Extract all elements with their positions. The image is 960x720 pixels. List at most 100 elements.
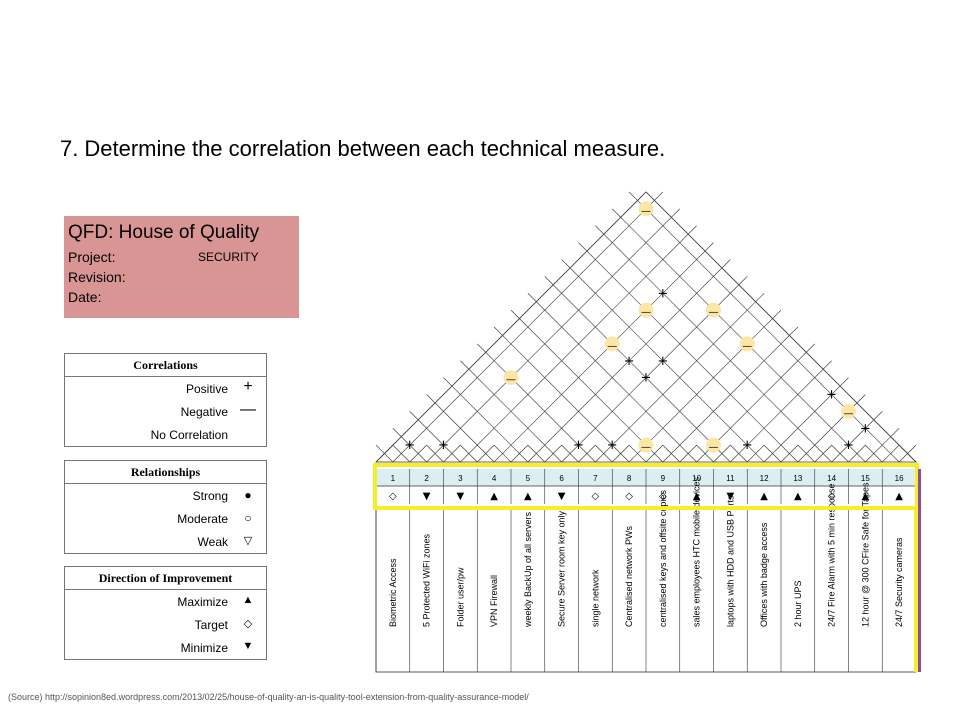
triangle-up-icon: ▲ [242, 594, 254, 606]
negative-label: Negative [180, 405, 228, 419]
measure-label: single network [590, 569, 600, 627]
negative-correlation-highlight [706, 437, 721, 453]
open-triangle-down-icon: ▽ [243, 535, 253, 547]
roof-gridline [578, 242, 799, 463]
negative-correlation-highlight [604, 336, 620, 352]
roof-gridline [392, 428, 427, 463]
legend-row-positive: Positive + [65, 377, 266, 400]
column-number: 2 [424, 474, 429, 483]
measure-label: Biometric Access [388, 558, 398, 627]
column-number: 16 [895, 474, 904, 483]
qfd-title: QFD: House of Quality [68, 222, 260, 243]
measure-label: weekly BackUp of all servers [523, 511, 533, 628]
legend-row-negative: Negative — [65, 400, 266, 423]
weak-label: Weak [197, 535, 228, 549]
negative-correlation-symbol: — [607, 341, 617, 352]
measure-label: 2 hour UPS [793, 580, 803, 627]
measure-label: Centralised network PWs [624, 525, 634, 627]
positive-correlation-symbol: + [404, 438, 415, 453]
relationships-title: Relationships [65, 461, 266, 484]
legend-row-moderate: Moderate ○ [65, 507, 266, 530]
negative-correlation-symbol: — [641, 206, 651, 217]
measure-label: 24/7 Fire Alarm with 5 min response [827, 483, 837, 627]
positive-correlation-symbol: + [860, 421, 871, 436]
correlations-title: Correlations [65, 354, 266, 377]
positive-correlation-symbol: + [843, 438, 854, 453]
heading-number: 7. [60, 136, 79, 161]
measure-label: 24/7 Security cameras [894, 537, 904, 627]
roof-gridline [763, 444, 782, 463]
roof-gridline [443, 444, 461, 463]
column-number: 13 [793, 474, 802, 483]
roof-gridline [510, 444, 529, 463]
plus-icon: + [243, 378, 253, 395]
direction-symbol: ▲ [693, 491, 701, 502]
correlations-legend: Correlations Positive + Negative — No Co… [64, 353, 267, 447]
measure-label: Offices with badge access [759, 522, 769, 627]
negative-correlation-highlight [638, 437, 654, 453]
column-number: 3 [458, 474, 463, 483]
measure-label: Secure Server room key only [557, 510, 567, 627]
roof-gridline [831, 444, 849, 463]
roof-gridline [493, 326, 630, 463]
filled-circle-icon: ● [244, 488, 252, 502]
relationships-legend: Relationships Strong ● Moderate ○ Weak ▽ [64, 460, 267, 554]
no-correlation-label: No Correlation [150, 428, 228, 442]
positive-correlation-symbol: + [438, 438, 449, 453]
direction-symbol: ◇ [592, 491, 600, 502]
triangle-down-icon: ▼ [242, 640, 254, 652]
measure-label: laptops with HDD and USB Ports [725, 495, 735, 627]
direction-symbol: ▲ [490, 491, 498, 502]
highlight-strip [914, 508, 918, 672]
roof-gridline [392, 444, 410, 463]
legend-row-strong: Strong ● [65, 484, 266, 507]
column-number: 6 [559, 474, 564, 483]
roof-gridline [578, 444, 596, 463]
roof-gridline [747, 444, 765, 463]
legend-row-no-correlation: No Correlation [65, 423, 266, 446]
column-number: 15 [861, 474, 870, 483]
direction-symbol: ◇ [659, 491, 667, 502]
direction-symbol: ▲ [524, 491, 532, 502]
direction-symbol: ▲ [862, 491, 870, 502]
roof-gridline [460, 360, 562, 463]
positive-correlation-symbol: + [826, 388, 837, 403]
direction-symbol: ▼ [457, 491, 465, 502]
negative-correlation-highlight [503, 370, 519, 386]
roof-gridline [612, 444, 630, 463]
roof-gridline [662, 444, 680, 463]
minimize-label: Minimize [180, 641, 228, 655]
column-number: 14 [827, 474, 836, 483]
column-number: 12 [760, 474, 769, 483]
direction-symbol: ▼ [727, 491, 735, 502]
roof-gridline [679, 444, 697, 463]
direction-symbol: ▲ [895, 491, 903, 502]
heading-text: Determine the correlation between each t… [84, 136, 666, 161]
roof-gridline [645, 444, 664, 463]
roof-gridline [426, 444, 444, 463]
negative-correlation-symbol: — [844, 408, 854, 419]
legend-row-maximize: Maximize ▲ [65, 590, 266, 613]
legend-row-minimize: Minimize ▼ [65, 636, 266, 659]
roof-gridline [628, 309, 782, 463]
direction-symbol: ◇ [625, 491, 633, 502]
roof-gridline [797, 444, 815, 463]
minus-icon: — [240, 401, 256, 418]
measure-label: 5 Protected WiFi zones [422, 533, 432, 627]
positive-correlation-symbol: + [641, 371, 652, 386]
column-number: 5 [526, 474, 531, 483]
negative-correlation-symbol: — [709, 307, 719, 318]
date-label: Date: [68, 289, 102, 305]
negative-correlation-symbol: — [709, 442, 719, 453]
negative-correlation-symbol: — [641, 442, 651, 453]
roof-gridline [544, 444, 562, 463]
positive-correlation-symbol: + [657, 286, 668, 301]
roof-gridline [426, 394, 495, 463]
roof-gridline [493, 242, 714, 463]
measure-label: VPN Firewall [489, 575, 499, 627]
direction-symbol: ▲ [760, 491, 768, 502]
roof-gridline [898, 444, 917, 463]
project-value: SECURITY [198, 250, 259, 264]
source-citation: (Source) http://sopinion8ed.wordpress.co… [8, 692, 529, 702]
highlight-frame [373, 463, 919, 510]
